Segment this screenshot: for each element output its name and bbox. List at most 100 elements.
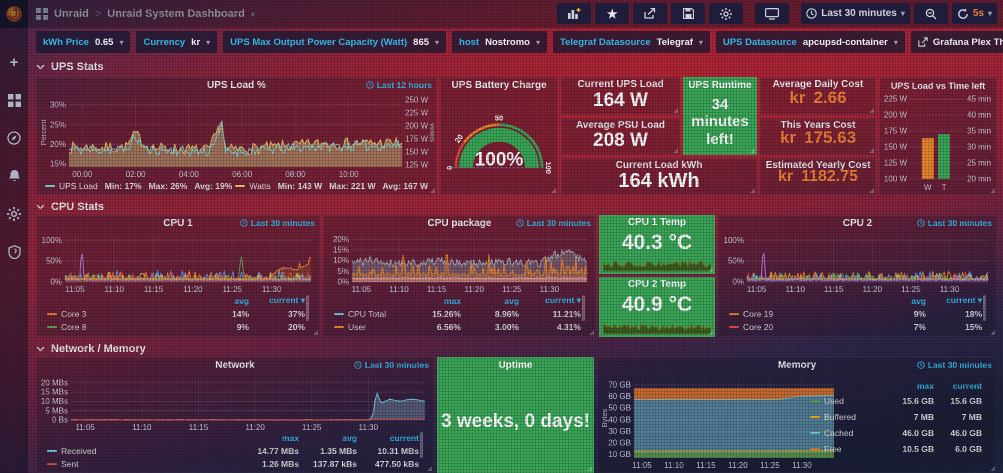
share-button[interactable] bbox=[633, 3, 668, 24]
panel-title[interactable]: Current UPS Load bbox=[577, 79, 664, 90]
variable-value[interactable]: apcupsd-container bbox=[802, 36, 888, 48]
legend-series[interactable]: User bbox=[334, 322, 399, 332]
configuration-menu-item[interactable] bbox=[6, 206, 22, 222]
submenu-bar: kWh Price 0.65 ▾ Currency kr ▾ UPS Max O… bbox=[36, 31, 1003, 53]
legend-scrollbar[interactable] bbox=[581, 295, 585, 321]
legend-scrollbar[interactable] bbox=[305, 295, 309, 321]
alerting-menu-item[interactable] bbox=[6, 168, 22, 184]
legend-min: Min: 17% bbox=[104, 180, 142, 191]
panel-title[interactable]: Estimated Yearly Cost bbox=[765, 160, 871, 171]
dashboard-caret-icon[interactable]: ▾ bbox=[250, 9, 255, 19]
legend-series[interactable]: Sent bbox=[47, 459, 237, 469]
panel-title[interactable]: Uptime bbox=[498, 359, 533, 371]
link-grafana-plex-theme[interactable]: Grafana Plex Theme bbox=[910, 31, 1003, 53]
legend-series[interactable]: Core 19 bbox=[729, 309, 874, 319]
add-panel-button[interactable] bbox=[557, 3, 592, 24]
legend-scrollbar[interactable] bbox=[982, 295, 986, 321]
row-network-memory[interactable]: Network / Memory bbox=[36, 342, 146, 356]
legend-series[interactable]: Cached bbox=[810, 428, 880, 438]
svg-text:11:15: 11:15 bbox=[824, 285, 844, 294]
grafana-logo[interactable] bbox=[0, 0, 28, 28]
variable-value[interactable]: Telegraf bbox=[656, 36, 693, 48]
panel-ups-load: UPS Load % Last 12 hours 00:00 02:00 04:00… bbox=[36, 77, 437, 195]
time-range-picker[interactable]: Last 30 minutes ▾ bbox=[801, 3, 910, 24]
variable-kwh-price[interactable]: kWh Price 0.65 ▾ bbox=[36, 31, 131, 53]
cpu-package-chart[interactable]: 11:05 11:10 11:15 11:20 11:25 11:30 20% 15% 10% 5… bbox=[326, 231, 593, 294]
network-chart[interactable]: 11:05 11:10 11:15 11:20 11:25 11:30 20 MBs 15 M… bbox=[39, 373, 431, 432]
panel-title[interactable]: CPU 1 bbox=[163, 218, 193, 229]
legend-series-ups-load[interactable]: UPS Load bbox=[45, 181, 98, 191]
legend-series-watts[interactable]: Watts bbox=[235, 181, 271, 191]
magnifier-icon bbox=[925, 8, 937, 19]
row-cpu-stats[interactable]: CPU Stats bbox=[36, 200, 104, 214]
zoom-out-button[interactable] bbox=[913, 3, 948, 24]
legend-series[interactable]: Core 3 bbox=[47, 309, 197, 319]
panel-title[interactable]: This Years Cost bbox=[780, 120, 856, 131]
create-menu-item[interactable]: + bbox=[6, 54, 22, 71]
legend-series[interactable]: Core 8 bbox=[47, 322, 197, 332]
svg-text:45 min: 45 min bbox=[967, 95, 991, 104]
dashboards-menu-item[interactable] bbox=[6, 92, 22, 108]
cpu1-chart[interactable]: 11:05 11:10 11:15 11:20 11:25 11:30 100% 50% 0% bbox=[39, 231, 317, 294]
panel-title[interactable]: UPS Runtime bbox=[688, 79, 752, 91]
series-swatch bbox=[235, 184, 246, 187]
variable-ups-datasource[interactable]: UPS Datasource apcupsd-container ▾ bbox=[715, 31, 905, 53]
refresh-button[interactable]: 5s ▾ bbox=[951, 3, 997, 24]
panel-title[interactable]: CPU 1 Temp bbox=[627, 217, 687, 228]
panel-title[interactable]: Memory bbox=[777, 360, 817, 371]
stat-value: 164 W bbox=[593, 90, 648, 111]
panel-title[interactable]: UPS Load vs Time left bbox=[890, 80, 986, 91]
refresh-caret-icon[interactable]: ▾ bbox=[987, 9, 992, 18]
variable-value[interactable]: 0.65 bbox=[94, 36, 114, 48]
explore-menu-item[interactable] bbox=[6, 130, 22, 146]
cycle-view-button[interactable] bbox=[755, 3, 790, 24]
favorite-button[interactable]: ★ bbox=[595, 3, 630, 24]
series-swatch bbox=[729, 325, 739, 328]
panel-title[interactable]: CPU package bbox=[427, 218, 492, 229]
variable-value[interactable]: kr bbox=[191, 36, 201, 48]
row-ups-stats[interactable]: UPS Stats bbox=[36, 60, 104, 74]
panel-title[interactable]: UPS Load % bbox=[207, 80, 266, 91]
gear-icon bbox=[720, 7, 733, 20]
panel-uptime: Uptime 3 weeks, 0 days! bbox=[437, 357, 594, 473]
panel-title[interactable]: Average PSU Load bbox=[575, 120, 666, 131]
variable-ups-max-output[interactable]: UPS Max Output Power Capacity (Watt) 865… bbox=[223, 31, 447, 53]
variable-host[interactable]: host Nostromo ▾ bbox=[452, 31, 547, 53]
cpu2-chart[interactable]: 11:05 11:10 11:15 11:20 11:25 11:30 100% 50% 0% bbox=[721, 231, 994, 294]
variable-currency[interactable]: Currency kr ▾ bbox=[136, 31, 218, 53]
panel-title[interactable]: CPU 2 bbox=[842, 218, 873, 229]
legend-series[interactable]: Core 20 bbox=[729, 322, 874, 332]
panel-title[interactable]: Network bbox=[215, 360, 255, 371]
variable-telegraf-datasource[interactable]: Telegraf Datasource Telegraf ▾ bbox=[553, 31, 710, 53]
variable-label: host bbox=[459, 36, 480, 48]
legend-series[interactable]: Free bbox=[810, 444, 880, 454]
memory-chart[interactable]: 11:05 11:10 11:15 11:20 11:25 11:30 70 GB 60 GB… bbox=[600, 373, 838, 470]
save-button[interactable] bbox=[671, 3, 706, 24]
ups-load-chart[interactable]: 00:00 02:00 04:00 06:00 08:00 10:00 30% 25% 20% 1… bbox=[39, 93, 437, 179]
svg-text:11:15: 11:15 bbox=[189, 423, 209, 432]
legend-series[interactable]: Buffered bbox=[810, 412, 880, 422]
svg-text:40 min: 40 min bbox=[967, 111, 991, 120]
panel-title[interactable]: UPS Battery Charge bbox=[451, 80, 547, 91]
breadcrumb-dashboard-title[interactable]: Unraid System Dashboard bbox=[107, 8, 245, 20]
panel-title[interactable]: CPU 2 Temp bbox=[627, 279, 687, 290]
help-menu-item[interactable] bbox=[6, 244, 22, 260]
variable-value[interactable]: 865 bbox=[413, 36, 430, 48]
legend-scrollbar[interactable] bbox=[419, 432, 423, 458]
legend-series[interactable]: Received bbox=[47, 446, 237, 456]
svg-text:150 W: 150 W bbox=[405, 148, 429, 157]
refresh-interval-label[interactable]: 5s bbox=[972, 8, 984, 19]
ups-bar-chart[interactable]: 225 W 45 min 200 W 40 min 175 W 35 min 150 W 30… bbox=[882, 93, 994, 192]
svg-text:175 W: 175 W bbox=[405, 135, 429, 144]
currency-prefix: kr bbox=[789, 88, 806, 107]
panel-average-psu-load: Average PSU Load 208 W bbox=[561, 118, 680, 155]
variable-value[interactable]: Nostromo bbox=[485, 36, 530, 48]
legend-series[interactable]: CPU Total bbox=[334, 309, 399, 319]
svg-text:125 W: 125 W bbox=[405, 161, 429, 170]
panel-title[interactable]: Average Daily Cost bbox=[772, 79, 864, 90]
panel-title[interactable]: Current Load kWh bbox=[615, 160, 703, 171]
breadcrumb-section[interactable]: Unraid bbox=[54, 8, 89, 20]
dashboard-settings-button[interactable] bbox=[709, 3, 744, 24]
legend-series[interactable]: Used bbox=[810, 396, 880, 406]
stat-value: 164 kWh bbox=[618, 169, 700, 192]
